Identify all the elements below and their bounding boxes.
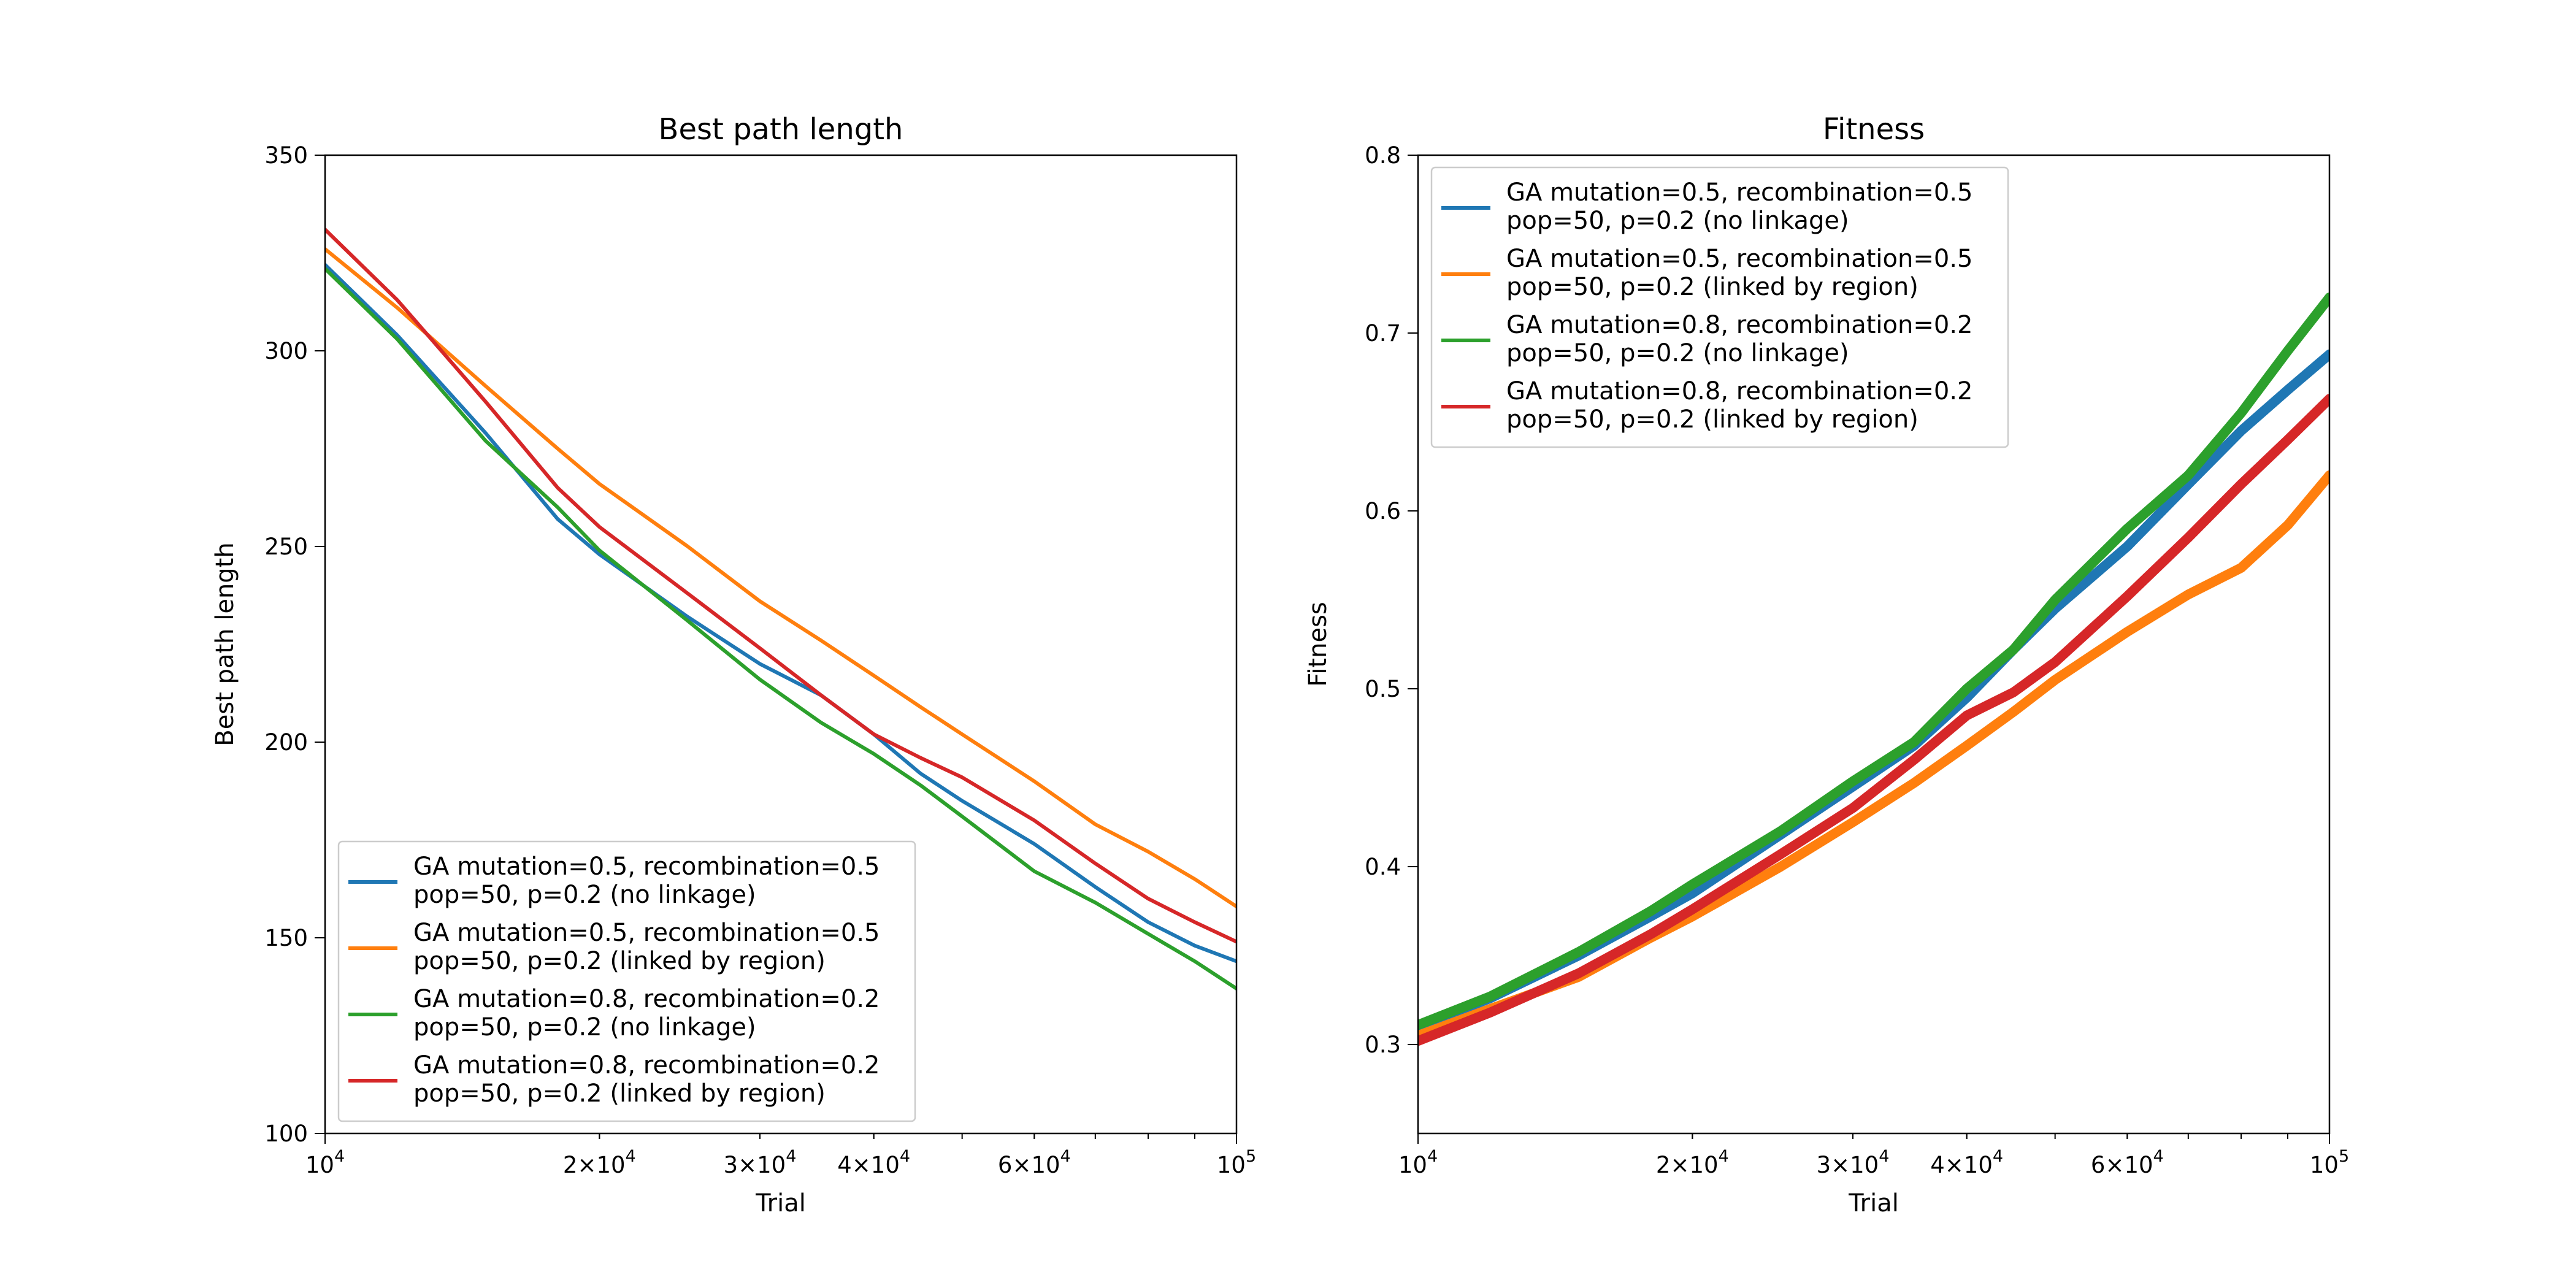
series-line-2 <box>325 247 1236 908</box>
legend-box <box>337 840 916 1122</box>
x-axis-label: Trial <box>755 1189 806 1217</box>
legend-label: GA mutation=0.5, recombination=0.5 pop=50… <box>413 919 880 975</box>
y-axis-label: Best path length <box>211 542 239 746</box>
legend-label: GA mutation=0.5, recombination=0.5 pop=50… <box>413 853 880 909</box>
y-tick-label: 100 <box>264 1121 308 1147</box>
x-tick-label: 3×104 <box>1817 1147 1890 1178</box>
y-tick-label: 0.7 <box>1365 320 1401 347</box>
y-tick-label: 0.4 <box>1365 854 1401 880</box>
x-tick-label: 105 <box>1217 1147 1256 1178</box>
series-line-3 <box>325 267 1236 991</box>
legend: GA mutation=0.5, recombination=0.5 pop=50… <box>337 840 916 1122</box>
legend-label: GA mutation=0.8, recombination=0.2 pop=50… <box>1506 377 1973 434</box>
x-tick-label: 104 <box>305 1147 345 1178</box>
legend-label: GA mutation=0.8, recombination=0.2 pop=50… <box>413 1051 880 1108</box>
y-tick-label: 0.3 <box>1365 1032 1401 1058</box>
axes-frame <box>1417 154 2331 1135</box>
legend-label: GA mutation=0.8, recombination=0.2 pop=50… <box>413 985 880 1041</box>
legend-label: GA mutation=0.5, recombination=0.5 pop=50… <box>1506 245 1973 301</box>
series-line-4 <box>1418 394 2329 1046</box>
x-tick-label: 4×104 <box>1930 1147 2003 1178</box>
series-line-3 <box>1418 293 2329 1030</box>
x-tick-label: 6×104 <box>2091 1147 2164 1178</box>
legend-label: GA mutation=0.5, recombination=0.5 pop=50… <box>1506 178 1973 235</box>
x-tick-label: 4×104 <box>837 1147 910 1178</box>
legend-box <box>1430 166 2009 448</box>
y-tick-label: 0.8 <box>1365 142 1401 169</box>
x-tick-label: 2×104 <box>563 1147 636 1178</box>
chart-title: Fitness <box>1823 112 1925 147</box>
y-tick-label: 0.6 <box>1365 498 1401 524</box>
x-tick-label: 3×104 <box>724 1147 797 1178</box>
x-tick-label: 104 <box>1398 1147 1438 1178</box>
y-tick-label: 350 <box>264 142 308 169</box>
chart-title: Best path length <box>659 112 903 147</box>
y-axis-label: Fitness <box>1304 602 1332 687</box>
y-tick-label: 250 <box>264 534 308 560</box>
series-lines <box>1418 293 2329 1046</box>
best-path-length-panel: 104 2×104 3×104 4×104 6×104 105 100 150 200 250 30… <box>211 112 1256 1217</box>
legend-label: GA mutation=0.8, recombination=0.2 pop=50… <box>1506 311 1973 367</box>
series-lines <box>325 228 1236 991</box>
x-tick-label: 105 <box>2310 1147 2349 1178</box>
y-tick-label: 200 <box>264 729 308 756</box>
y-tick-label: 150 <box>264 925 308 951</box>
series-line-4 <box>325 228 1236 944</box>
axes-frame <box>324 154 1238 1135</box>
x-tick-label: 6×104 <box>998 1147 1071 1178</box>
y-tick-label: 300 <box>264 338 308 364</box>
fitness-panel: 104 2×104 3×104 4×104 6×104 105 0.3 0.4 0.5 0.6 0.… <box>1304 112 2349 1217</box>
y-tick-label: 0.5 <box>1365 676 1401 702</box>
x-tick-label: 2×104 <box>1656 1147 1729 1178</box>
x-axis-label: Trial <box>1848 1189 1899 1217</box>
legend: GA mutation=0.5, recombination=0.5 pop=50… <box>1430 166 2009 448</box>
